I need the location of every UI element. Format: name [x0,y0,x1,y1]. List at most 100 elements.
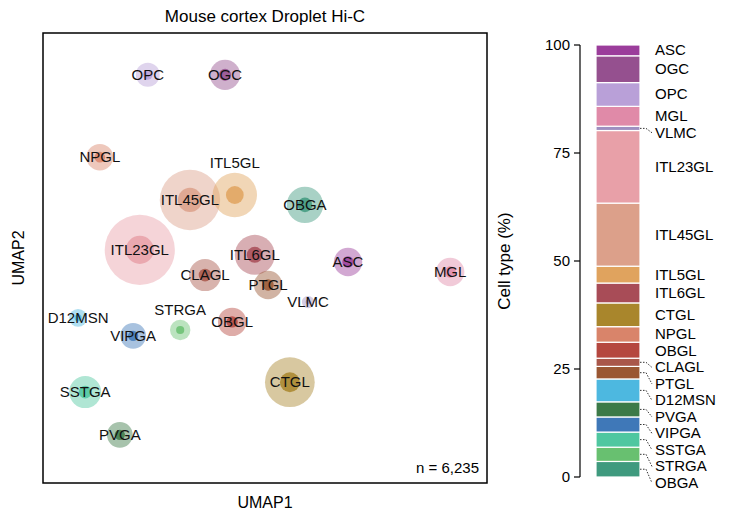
bar-segment [596,366,640,379]
cluster-cloud [105,215,175,285]
bar-labels: ASC OGC OPC MGLVLMC ITL23GL ITL45GL ITL5GLITL6… [640,41,716,491]
bar-segment [596,126,640,130]
segment-label: ITL45GL [655,226,713,243]
segment-label: ITL23GL [655,158,713,175]
leader-line [640,373,652,384]
cluster-label: STRGA [154,301,206,318]
cluster-label: ITL23GL [111,241,169,258]
cluster-label: VIPGA [110,327,156,344]
cluster-label: OGC [208,66,242,83]
y-tick [574,476,580,477]
leader-line [640,440,652,450]
cluster-cloud [170,320,190,340]
bar-segment [596,342,640,358]
cluster-label: CLAGL [180,266,229,283]
cluster-core [226,186,244,204]
bar-segment [596,283,640,303]
segment-label: PTGL [655,375,694,392]
cluster-label: PVGA [99,426,141,443]
x-label: UMAP1 [237,494,292,511]
y-tick-label: 50 [553,252,570,269]
cluster-cloud [265,357,315,407]
segment-label: MGL [655,107,688,124]
leader-line [640,390,652,400]
y-tick-label: 75 [553,144,570,161]
bar-segment [596,203,640,266]
bar-segment [596,266,640,283]
bar-segment [596,83,640,107]
bar-segment [596,358,640,366]
segment-label: CTGL [655,306,695,323]
frame [43,33,487,483]
cluster [213,173,257,217]
cluster-label: MGL [434,263,467,280]
leader-line [640,128,652,132]
bar-segment [596,461,640,477]
cluster-label: ITL45GL [161,191,219,208]
cluster-label: ITL6GL [230,246,280,263]
y-tick [574,368,580,369]
cluster [105,215,175,285]
cluster-label: VLMC [287,293,329,310]
cluster-label: OBGL [211,313,253,330]
bar-segment [596,327,640,343]
segment-label: STRGA [655,457,707,474]
segment-label: ASC [655,41,686,58]
bar-segment [596,432,640,447]
y-tick-label: 0 [562,468,570,485]
segment-label: PVGA [655,408,697,425]
bar-segment [596,447,640,461]
leader-line [640,469,652,483]
segment-label: OBGA [655,474,698,491]
cluster-core [176,326,184,334]
cluster-label: D12MSN [48,309,109,326]
y-tick-label: 100 [545,36,570,53]
cluster-label: SSTGA [60,383,111,400]
y-tick-label: 25 [553,360,570,377]
leader-line [640,362,652,367]
cluster-label: ITL5GL [210,154,260,171]
y-tick [574,44,580,45]
y-tick [574,260,580,261]
bar-segment [596,417,640,432]
y-label: Cell type (%) [495,212,514,309]
figure: Mouse cortex Droplet Hi-C UMAP1 UMAP2 OPC OG… [0,0,747,527]
segment-label: OPC [655,85,688,102]
cluster [265,357,315,407]
segment-label: ITL6GL [655,284,705,301]
cluster-label: NPGL [79,148,120,165]
cluster-label: ASC [333,253,364,270]
segment-label: NPGL [655,325,696,342]
cluster-label: OBGA [283,196,326,213]
bar-segment [596,303,640,327]
leader-line [640,425,652,434]
cluster [170,320,190,340]
cluster [160,170,220,230]
y-label: UMAP2 [10,230,27,285]
cluster-cloud [160,170,220,230]
cluster-cloud [213,173,257,217]
leader-line [640,454,652,466]
bar-segment [596,379,640,402]
bar-segment [596,56,640,83]
cluster-label: PTGL [249,276,288,293]
segment-label: OBGL [655,342,697,359]
segment-label: OGC [655,60,689,77]
bar-segments [596,45,640,477]
y-tick [574,152,580,153]
segment-label: ITL5GL [655,266,705,283]
cluster-label: OPC [132,66,165,83]
title: Mouse cortex Droplet Hi-C [165,7,365,26]
segment-label: D12MSN [655,391,716,408]
cluster-label: CTGL [270,373,310,390]
segment-label: VIPGA [655,424,701,441]
segment-label: VLMC [655,124,697,141]
leader-line [640,409,652,417]
annotation: n = 6,235 [416,459,479,476]
cluster-labels: OPC OGC NPGL ITL45GL ITL5GL ITL23GL ITL6GL OBGA… [48,66,467,443]
bar-segment [596,106,640,126]
umap-points [69,60,464,448]
bar-segment [596,45,640,56]
segment-label: CLAGL [655,358,704,375]
segment-label: SSTGA [655,441,706,458]
